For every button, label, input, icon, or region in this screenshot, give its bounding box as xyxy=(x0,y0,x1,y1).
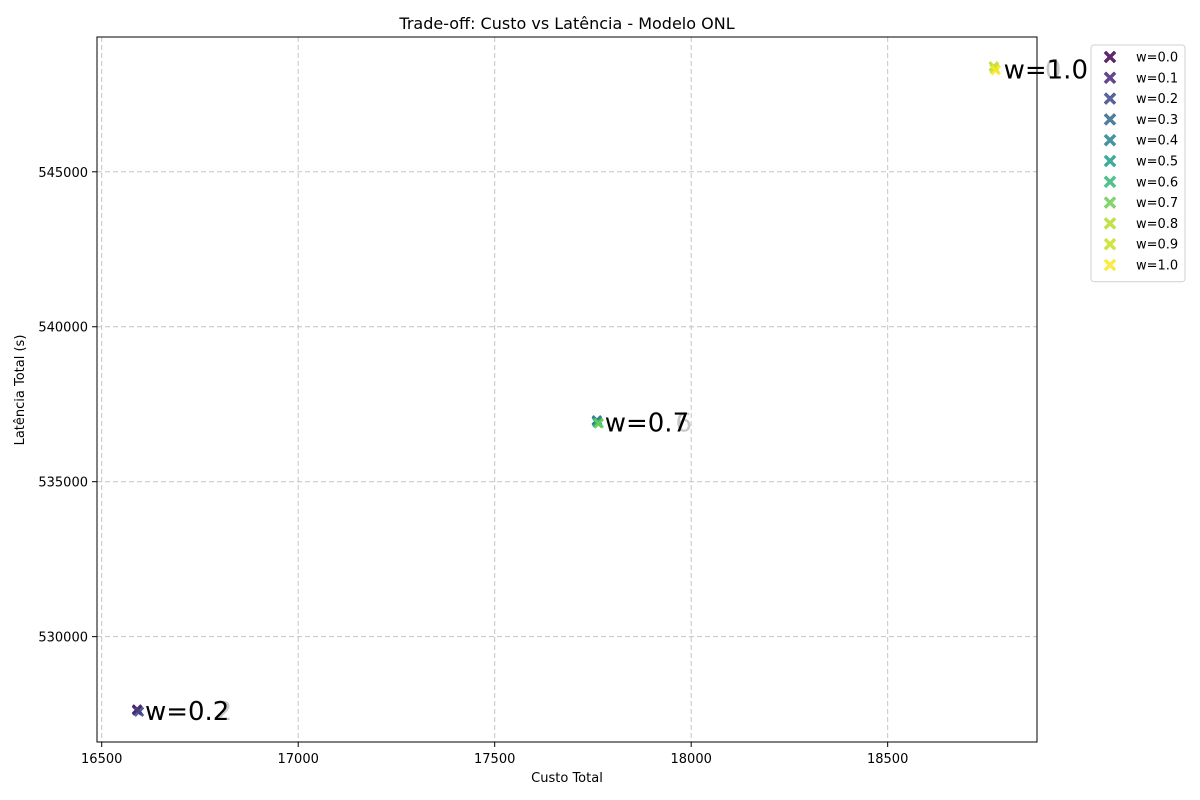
legend-marker xyxy=(1103,175,1117,189)
x-axis-label: Custo Total xyxy=(531,771,603,786)
x-tick-label: 17000 xyxy=(278,752,319,767)
point-annotation: w=1.0 xyxy=(1004,55,1088,85)
y-tick-label: 545000 xyxy=(38,166,88,181)
legend-label: w=0.3 xyxy=(1136,113,1178,128)
legend-marker xyxy=(1103,217,1117,230)
plot-frame xyxy=(96,36,1038,743)
legend-marker xyxy=(1103,113,1117,126)
legend-label: w=0.8 xyxy=(1136,217,1178,232)
data-point xyxy=(593,418,605,429)
x-axis-ticks: 16500 17000 17500 18000 18500 xyxy=(81,742,908,767)
legend-marker xyxy=(1103,154,1117,168)
annotation-shadow: 6 xyxy=(675,409,692,439)
legend: w=0.0 w=0.1 w=0.2 w=0.3 w=0.4 w=0.5 w=0.6 w=0.7… xyxy=(1090,44,1186,283)
annotation-shadow: 2 xyxy=(216,697,233,727)
legend-marker xyxy=(1103,258,1117,272)
grid xyxy=(97,37,1037,742)
y-tick-label: 535000 xyxy=(38,476,88,491)
data-points xyxy=(131,61,1002,717)
point-annotation: w=0.7 xyxy=(605,409,689,439)
legend-label: w=0.0 xyxy=(1136,51,1178,66)
y-axis-ticks: 530000 535000 540000 545000 xyxy=(38,166,97,646)
data-point xyxy=(990,64,1002,76)
legend-label: w=0.5 xyxy=(1136,155,1178,170)
annotation-shadow: 0 xyxy=(1045,55,1062,85)
legend-marker xyxy=(1103,92,1117,105)
legend-marker xyxy=(1103,50,1117,64)
legend-label: w=1.0 xyxy=(1136,259,1178,274)
y-axis-label: Latência Total (s) xyxy=(13,335,28,446)
x-tick-label: 17500 xyxy=(474,752,515,767)
y-tick-label: 540000 xyxy=(38,321,88,336)
point-annotation: w=0.2 xyxy=(145,697,229,727)
legend-marker xyxy=(1103,196,1117,209)
legend-label: w=0.4 xyxy=(1136,134,1178,149)
legend-label: w=0.7 xyxy=(1136,196,1178,211)
legend-label: w=0.2 xyxy=(1136,92,1178,107)
x-tick-label: 18000 xyxy=(671,752,712,767)
legend-label: w=0.1 xyxy=(1136,71,1178,86)
legend-label: w=0.6 xyxy=(1136,175,1178,190)
annotations: 2 6 0 w=0.2 w=0.7 w=1.0 xyxy=(145,55,1088,726)
legend-marker xyxy=(1103,237,1117,251)
x-tick-label: 16500 xyxy=(81,752,122,767)
legend-marker xyxy=(1103,133,1117,147)
chart-title: Trade-off: Custo vs Latência - Modelo ON… xyxy=(398,14,734,33)
legend-label: w=0.9 xyxy=(1136,238,1178,253)
data-point xyxy=(133,706,145,717)
legend-marker xyxy=(1103,71,1117,85)
x-tick-label: 18500 xyxy=(867,752,908,767)
y-tick-label: 530000 xyxy=(38,631,88,646)
